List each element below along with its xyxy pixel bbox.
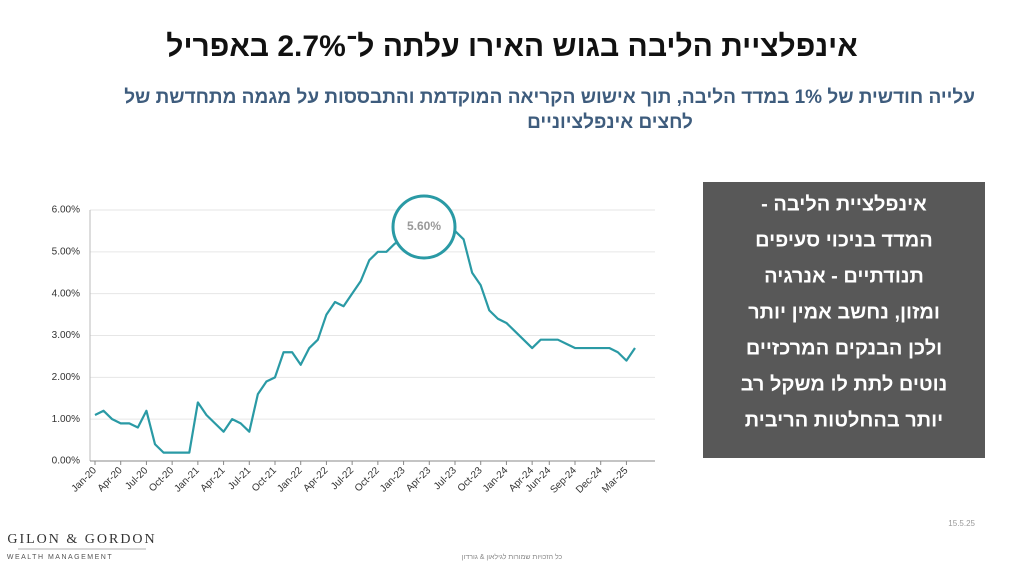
x-tick-label: Jul-23 [432, 465, 459, 492]
x-tick-label: Oct-22 [353, 465, 382, 494]
annotation: 5.60% [407, 219, 441, 233]
plot: 0.00% 1.00% 2.00% 3.00% 4.00% 5.00% 6.00% Jan-2… [52, 205, 655, 496]
note-line: המדד בניכוי סעיפים [755, 229, 933, 251]
x-tick-label: Oct-21 [250, 465, 279, 494]
logo-name: GILON & GORDON [7, 532, 156, 547]
y-tick-label: 2.00% [52, 372, 80, 383]
note-line: אינפלציית הליבה - [761, 193, 927, 215]
note-line: נוטים לתת לו משקל רב [741, 373, 948, 395]
subtitle: עלייה חודשית של 1% במדד הליבה, תוך אישוש… [124, 87, 975, 108]
y-tick-label: 6.00% [52, 205, 80, 216]
note-line: יותר בהחלטות הריבית [745, 409, 943, 431]
x-tick-label: Apr-21 [199, 465, 228, 494]
x-tick-label: Oct-20 [147, 465, 176, 494]
note-line: תנודתיים - אנרגיה [764, 265, 924, 287]
y-tick-label: 0.00% [52, 456, 80, 467]
footer: כל הזכויות שמורות לגילאון & גורדון [462, 553, 563, 561]
x-tick-label: Jul-22 [329, 465, 356, 492]
highlight-circle [391, 194, 457, 260]
x-tick-label: Oct-23 [456, 465, 485, 494]
subtitle: לחצים אינפלציוניים [527, 112, 693, 133]
logo-tagline: WEALTH MANAGEMENT [7, 554, 113, 561]
y-tick-label: 3.00% [52, 330, 80, 341]
x-tick-label: Apr-23 [404, 465, 433, 494]
y-tick-label: 4.00% [52, 288, 80, 299]
x-tick-label: Mar-25 [600, 465, 630, 495]
note-line: ולכן הבנקים המרכזיים [746, 337, 942, 359]
x-tick-label: Jul-21 [226, 465, 253, 492]
note-line: ומזון, נחשב אמין יותר [748, 301, 940, 323]
note: אינפלציית הליבה - המדד בניכוי סעיפים תנודת… [741, 193, 948, 431]
x-tick-label: Jan-24 [481, 465, 511, 495]
x-tick-label: Sep-24 [548, 465, 579, 496]
line [94, 221, 636, 454]
title: אינפלציית הליבה בגוש האירו עלתה ל־2.7% ב… [166, 30, 857, 63]
y-tick-label: 5.00% [52, 246, 80, 257]
x-tick-label: Jan-23 [378, 465, 408, 495]
x-tick-label: Jan-22 [275, 465, 305, 495]
x-tick-label: Jul-20 [123, 465, 150, 492]
note-box [703, 182, 985, 458]
x-tick-label: Jan-21 [172, 465, 202, 495]
x-tick-label: Apr-22 [301, 465, 330, 494]
x-tick-label: Apr-20 [96, 465, 125, 494]
x-tick-label: Dec-24 [574, 465, 605, 496]
date: 15.5.25 [948, 519, 975, 528]
y-tick-label: 1.00% [52, 414, 80, 425]
x-tick-label: Jan-20 [70, 465, 100, 495]
